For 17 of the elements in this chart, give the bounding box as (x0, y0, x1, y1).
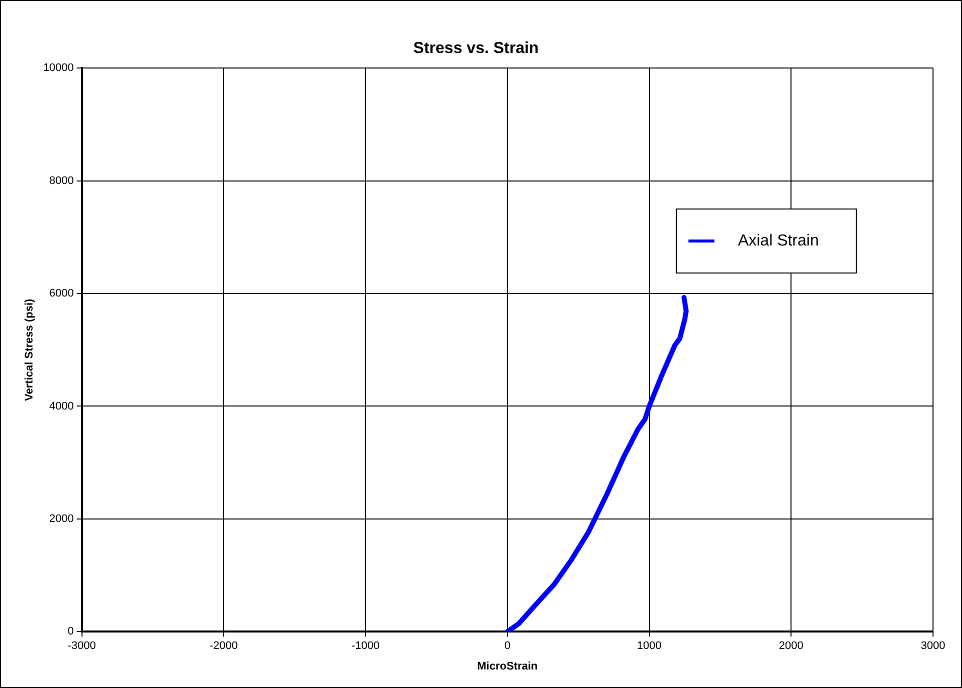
chart-title: Stress vs. Strain (413, 40, 539, 58)
y-axis-title: Vertical Stress (psi) (24, 298, 36, 401)
y-tick-label: 8000 (49, 174, 74, 187)
y-tick-label: 10000 (43, 62, 74, 74)
x-tick-label: -1000 (351, 640, 380, 652)
x-tick-label: -2000 (210, 640, 238, 652)
x-tick-label: -3000 (68, 640, 96, 652)
y-tick-label: 2000 (49, 512, 74, 525)
legend-label: Axial Strain (738, 232, 819, 250)
x-axis-title: MicroStrain (477, 660, 538, 672)
x-tick-label: 1000 (637, 640, 662, 652)
x-tick-label: 2000 (778, 640, 804, 652)
x-tick-label: 3000 (920, 640, 946, 652)
x-tick-label: 0 (504, 640, 510, 652)
y-tick-label: 4000 (49, 400, 74, 412)
y-tick-label: 0 (68, 626, 74, 638)
y-tick-label: 6000 (49, 288, 74, 300)
